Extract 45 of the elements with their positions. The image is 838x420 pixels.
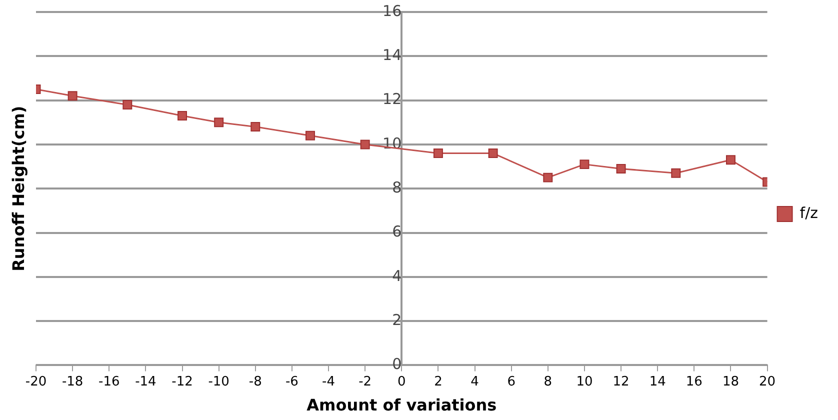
point (433, 148, 443, 158)
x-tick-label: -20 (25, 374, 47, 390)
point (178, 111, 187, 120)
point (68, 91, 78, 101)
point (488, 148, 498, 158)
point (250, 122, 260, 132)
x-tick-label: -16 (98, 374, 120, 390)
x-tick-label: 6 (507, 374, 516, 390)
y-tick-label: 14 (382, 46, 402, 64)
x-tick-label: -2 (358, 374, 372, 390)
point (543, 172, 553, 182)
x-axis-title: Amount of variations (306, 396, 497, 415)
y-tick-label: 12 (382, 90, 402, 108)
x-tick-label: -4 (322, 374, 335, 390)
point (616, 164, 626, 174)
y-tick-label: 0 (392, 355, 402, 374)
x-tick-label: 4 (470, 374, 479, 390)
point (305, 130, 315, 140)
point (726, 155, 736, 165)
point (360, 140, 370, 150)
y-tick-label: 2 (392, 310, 402, 329)
x-tick-label: 16 (686, 374, 702, 390)
y-tick-label: 4 (392, 266, 402, 285)
x-tick-label: 8 (544, 374, 552, 390)
x-tick-label: -12 (172, 374, 193, 390)
x-tick-label: 18 (722, 374, 739, 390)
y-tick-label: 6 (392, 222, 402, 241)
x-tick-label: -18 (62, 374, 84, 390)
y-axis-title: Runoff Height(cm) (9, 106, 28, 272)
legend-label: f/z (800, 204, 818, 222)
x-tick-label: -10 (208, 374, 230, 390)
x-tick-label: -8 (248, 374, 262, 390)
x-tick-label: -14 (135, 374, 156, 390)
x-tick-label: 2 (434, 374, 442, 390)
y-tick-label: 8 (392, 178, 402, 196)
point (214, 118, 224, 128)
x-tick-label: 12 (612, 374, 630, 390)
point (671, 168, 681, 178)
x-tick-label: -6 (285, 374, 298, 390)
point (580, 160, 590, 170)
x-tick-label: 14 (649, 374, 666, 390)
y-tick-label: 16 (382, 2, 402, 20)
x-tick-label: 20 (759, 374, 776, 390)
point (122, 100, 132, 110)
x-tick-label: 10 (576, 374, 593, 390)
